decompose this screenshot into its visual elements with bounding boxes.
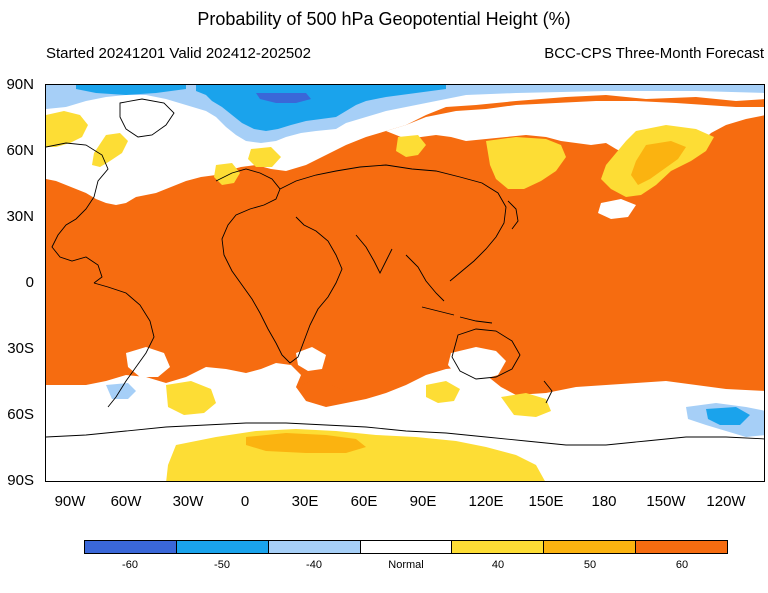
region-above-40-europe (248, 147, 281, 167)
legend-swatch-above-40 (452, 541, 545, 553)
region-above-40-asia (486, 137, 566, 189)
lon-label-30e: 30E (291, 493, 319, 510)
region-below-50-canada (76, 85, 186, 95)
lon-label-120w: 120W (706, 493, 746, 510)
coastlines (46, 98, 764, 446)
region-normal-pacific (598, 199, 636, 219)
legend-label-below-50: -50 (214, 559, 230, 571)
legend-swatch-below-60 (85, 541, 177, 553)
lat-label-0: 0 (25, 274, 34, 291)
region-above-40-south-indian (426, 381, 460, 403)
legend-label-above-40: 40 (491, 559, 505, 571)
lat-label-60s: 60S (7, 406, 34, 423)
region-above-40-siberia (396, 135, 426, 157)
lat-label-90s: 90S (7, 472, 34, 489)
region-above-50-pacific (631, 141, 686, 185)
region-above-40-atlantic (92, 133, 128, 167)
legend-label-below-40: -40 (306, 559, 322, 571)
lon-label-0: 0 (240, 493, 250, 510)
region-normal-southern-africa (296, 347, 326, 371)
legend-colorbar (84, 540, 728, 554)
legend-label-above-50: 50 (583, 559, 597, 571)
lon-label-90w: 90W (54, 493, 86, 510)
region-below-60-arctic (256, 93, 311, 103)
legend-swatch-above-60 (636, 541, 728, 553)
lon-label-30w: 30W (172, 493, 204, 510)
region-above-60-indian (296, 381, 346, 403)
lat-label-60n: 60N (6, 142, 34, 159)
lon-label-120e: 120E (468, 493, 504, 510)
legend-swatch-normal (360, 541, 453, 553)
region-below-40-drake (106, 383, 136, 399)
region-above-40-southatlantic (166, 381, 216, 415)
legend-label-above-60: 60 (675, 559, 689, 571)
region-above-40-greenland (46, 111, 88, 147)
map-canvas (46, 85, 764, 481)
region-below-50-ross (706, 407, 750, 425)
region-above-40-southpacific (501, 393, 551, 417)
legend-swatch-below-50 (176, 541, 269, 553)
legend-label-below-60: -60 (122, 559, 138, 571)
lon-label-60w: 60W (110, 493, 142, 510)
region-above-50-antarctica (246, 433, 366, 453)
legend-swatch-above-50 (544, 541, 637, 553)
probability-map (45, 84, 765, 482)
lon-label-180: 180 (591, 493, 617, 510)
forecast-model: BCC-CPS Three-Month Forecast (544, 45, 764, 62)
lat-label-90n: 90N (6, 76, 34, 93)
lat-label-30s: 30S (7, 340, 34, 357)
region-normal-south-america (126, 347, 170, 377)
lon-label-90e: 90E (409, 493, 437, 510)
lon-label-150w: 150W (646, 493, 686, 510)
legend-label-normal: Normal (388, 559, 424, 571)
chart-title: Probability of 500 hPa Geopotential Heig… (197, 9, 571, 29)
forecast-period: Started 20241201 Valid 202412-202502 (46, 45, 311, 62)
region-above-40-scandinavia (214, 163, 240, 185)
lon-label-150e: 150E (528, 493, 564, 510)
lat-label-30n: 30N (6, 208, 34, 225)
lon-label-60e: 60E (350, 493, 378, 510)
legend-swatch-below-40 (268, 541, 361, 553)
